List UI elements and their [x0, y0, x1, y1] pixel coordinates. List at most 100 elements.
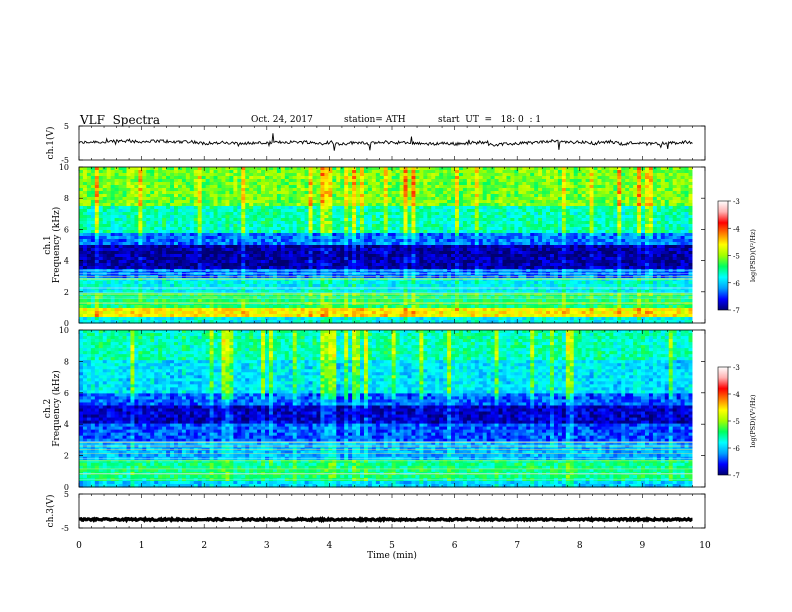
spectrogram-cell — [506, 176, 512, 180]
spectrogram-cell — [609, 191, 614, 195]
spectrogram-cell — [565, 173, 571, 177]
spectrogram-cell — [237, 188, 242, 192]
spectrogram-cell — [130, 170, 136, 174]
spectrogram-cell — [676, 173, 682, 177]
spectrogram-cell — [233, 173, 238, 177]
spectrogram-cell — [360, 173, 365, 177]
spectrogram-cell — [288, 176, 294, 180]
spectrogram-cell — [557, 191, 563, 195]
spectrogram-cell — [427, 170, 432, 174]
spectrogram-cell — [395, 179, 401, 183]
spectrogram-cell — [403, 176, 409, 180]
spectrogram-cell — [455, 173, 460, 177]
spectrogram-cell — [451, 176, 456, 180]
spectrogram-cell — [423, 167, 428, 171]
spectrogram-cell — [593, 176, 599, 180]
spectrogram-cell — [668, 191, 674, 195]
spectrogram-cell — [407, 188, 413, 192]
spectrogram-cell — [601, 191, 607, 195]
spectrogram-cell — [581, 188, 587, 192]
spectrogram-cell — [300, 173, 306, 177]
spectrogram-cell — [379, 182, 385, 186]
spectrogram-cell — [130, 185, 136, 189]
spectrogram-cell — [332, 179, 337, 183]
spectrogram-cell — [641, 167, 646, 171]
spectrogram-cell — [170, 167, 175, 171]
spectrogram-cell — [110, 167, 116, 171]
spectrogram-cell — [90, 173, 96, 177]
spectrogram-cell — [276, 182, 282, 186]
spectrogram-cell — [546, 194, 551, 198]
spectrogram-cell — [569, 173, 575, 177]
spectrogram-cell — [110, 185, 116, 189]
spectrogram-cell — [82, 194, 88, 198]
spectrogram-cell — [154, 170, 159, 174]
spectrogram-cell — [672, 179, 678, 183]
spectrogram-cell — [134, 182, 139, 186]
spectrogram-cell — [613, 170, 618, 174]
spectrogram-cell — [435, 185, 440, 189]
spectrogram-cell — [506, 182, 512, 186]
spectrogram-cell — [110, 176, 116, 180]
spectrogram-cell — [593, 182, 599, 186]
spectrogram-cell — [522, 185, 527, 189]
spectrogram-cell — [656, 173, 662, 177]
spectrogram-cell — [150, 176, 155, 180]
spectrogram-cell — [320, 194, 325, 198]
spectrogram-cell — [549, 173, 555, 177]
spectrogram-cell — [458, 191, 464, 195]
spectrogram-cell — [352, 185, 357, 189]
spectrogram-cell — [300, 182, 306, 186]
spectrogram-cell — [371, 170, 377, 174]
spectrogram-cell — [154, 197, 159, 201]
spectrogram-cell — [455, 182, 460, 186]
spectrogram-cell — [589, 176, 595, 180]
spectrogram-cell — [656, 176, 662, 180]
spectrogram-cell — [249, 191, 254, 195]
spectrogram-cell — [462, 170, 468, 174]
spectrogram-cell — [585, 188, 591, 192]
spectrogram-cell — [569, 182, 575, 186]
spectrogram-cell — [292, 191, 298, 195]
spectrogram-cell — [288, 194, 294, 198]
spectrogram-cell — [110, 173, 116, 177]
spectrogram-cell — [621, 167, 626, 171]
spectrogram-cell — [522, 173, 527, 177]
spectrogram-cell — [375, 185, 381, 189]
spectrogram-cell — [395, 185, 401, 189]
spectrogram-cell — [399, 167, 405, 171]
spectrogram-cell — [371, 185, 377, 189]
spectrogram-cell — [185, 179, 191, 183]
spectrogram-cell — [316, 185, 322, 189]
spectrogram-cell — [360, 185, 365, 189]
spectrogram-cell — [79, 182, 84, 186]
spectrogram-cell — [328, 188, 333, 192]
spectrogram-cell — [181, 191, 187, 195]
spectrogram-cell — [395, 182, 401, 186]
spectrogram-cell — [522, 182, 527, 186]
spectrogram-cell — [581, 176, 587, 180]
spectrogram-cell — [308, 191, 314, 195]
spectrogram-cell — [387, 188, 393, 192]
spectrogram-cell — [498, 170, 504, 174]
spectrogram-cell — [150, 194, 155, 198]
spectrogram-cell — [419, 170, 424, 174]
spectrogram-cell — [134, 176, 139, 180]
spectrogram-cell — [684, 176, 690, 180]
spectrogram-cell — [403, 179, 409, 183]
spectrogram-cell — [296, 185, 302, 189]
spectrogram-cell — [154, 173, 159, 177]
spectrogram-cell — [233, 182, 238, 186]
spectrogram-cell — [308, 197, 314, 201]
spectrogram-cell — [403, 167, 409, 171]
spectrogram-cell — [352, 176, 357, 180]
spectrogram-cell — [134, 173, 139, 177]
spectrogram-cell — [98, 167, 104, 171]
spectrogram-cell — [146, 188, 151, 192]
spectrogram-cell — [458, 167, 464, 171]
spectrogram-cell — [423, 176, 428, 180]
spectrogram-cell — [648, 188, 654, 192]
spectrogram-cell — [474, 176, 480, 180]
spectrogram-cell — [142, 176, 147, 180]
spectrogram-cell — [268, 191, 274, 195]
